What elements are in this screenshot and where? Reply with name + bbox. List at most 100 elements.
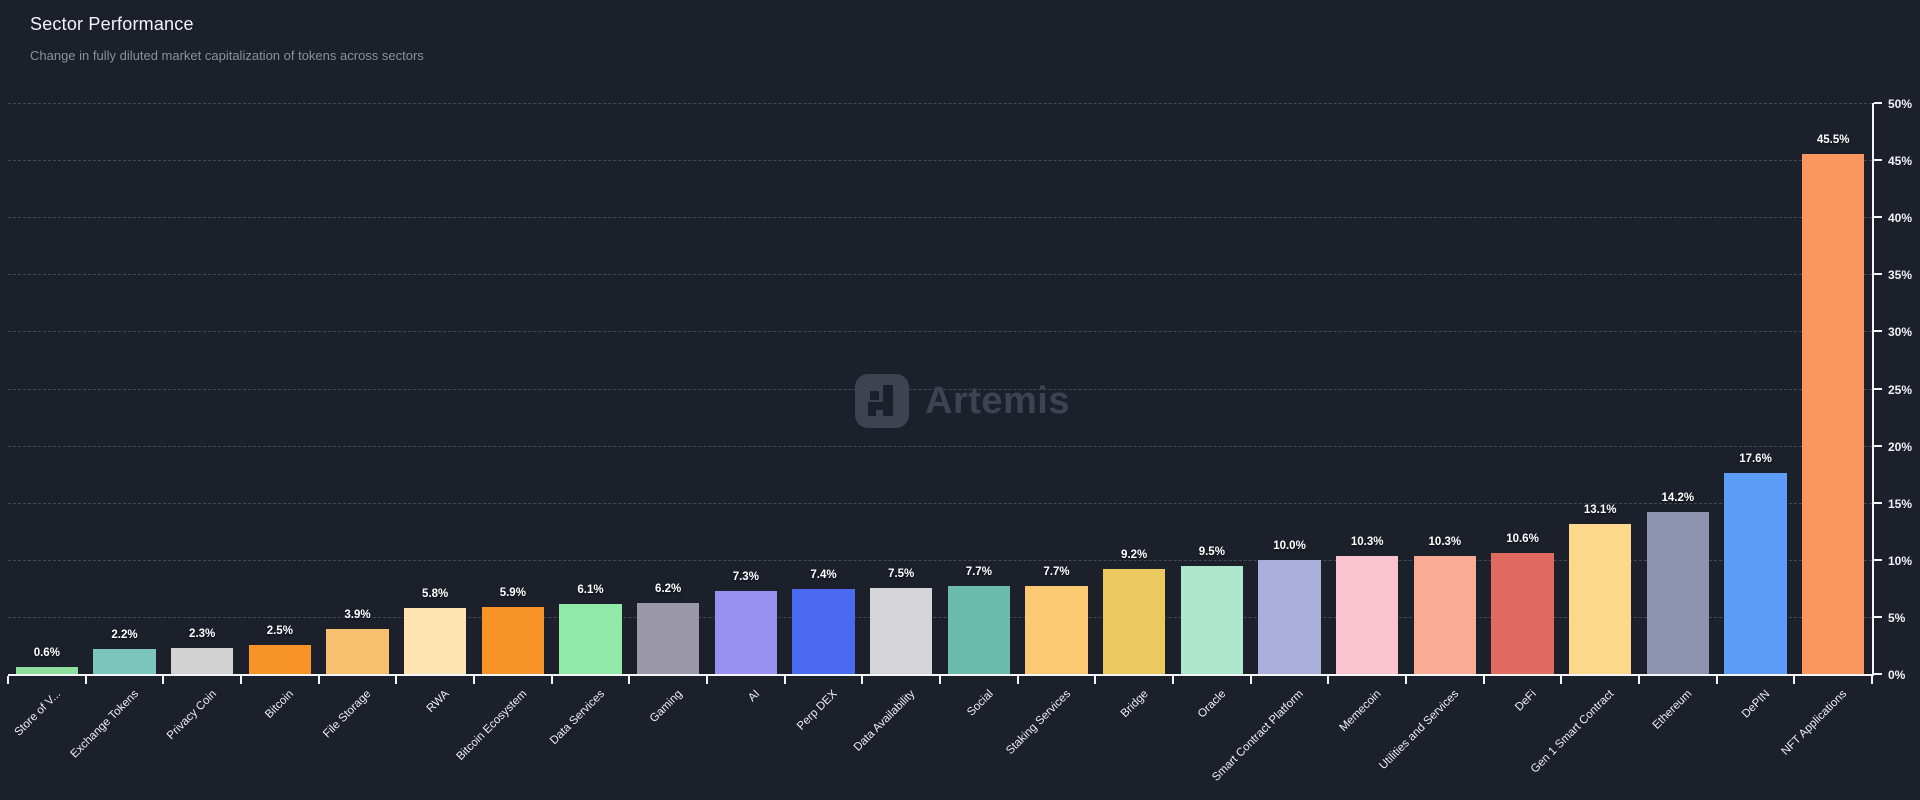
bar-value-label: 14.2% (1661, 491, 1695, 504)
y-axis-label: 50% (1888, 97, 1913, 111)
x-axis-tick (395, 676, 398, 684)
bar-store-of-v-[interactable] (15, 667, 78, 674)
x-axis-label: Gen 1 Smart Contract (1529, 688, 1617, 776)
x-axis-label: Bridge (1118, 688, 1151, 720)
bar-perp-dex[interactable] (792, 589, 855, 674)
bar-file-storage[interactable] (326, 629, 389, 674)
page-subtitle: Change in fully diluted market capitaliz… (30, 48, 424, 63)
x-axis-tick (162, 676, 165, 684)
artemis-watermark: Artemis (855, 374, 1070, 428)
bar-privacy-coin[interactable] (171, 647, 234, 674)
gridline-25 (8, 388, 1872, 390)
x-axis-label: DePIN (1739, 688, 1772, 721)
x-axis-label: Gaming (647, 688, 685, 725)
bar-rwa[interactable] (404, 607, 467, 674)
bar-ethereum[interactable] (1646, 511, 1709, 674)
x-axis-tick (240, 676, 242, 684)
x-axis-tick (1172, 676, 1174, 684)
bar-exchange-tokens[interactable] (93, 648, 156, 674)
x-axis-label: Oracle (1195, 688, 1229, 721)
x-axis-tick (1094, 676, 1097, 684)
x-axis-tick (1793, 676, 1796, 684)
gridline-5 (8, 616, 1872, 618)
x-axis-tick (1560, 676, 1563, 684)
bar-value-label: 10.3% (1350, 536, 1384, 549)
x-axis-label: Store of V... (12, 688, 64, 739)
x-axis-tick (7, 676, 9, 684)
bar-value-label: 10.6% (1506, 532, 1539, 545)
y-axis-tick (1874, 387, 1882, 390)
y-axis-tick (1874, 444, 1882, 447)
x-axis-line (8, 674, 1874, 676)
x-axis-label: AI (746, 688, 763, 705)
bar-value-label: 7.7% (1043, 566, 1070, 579)
x-axis-tick (1249, 676, 1252, 684)
gridline-20 (8, 445, 1872, 447)
x-axis-label: Bitcoin (263, 688, 297, 721)
x-axis-tick (1016, 676, 1019, 684)
x-axis-tick (1638, 676, 1640, 684)
y-axis-tick (1874, 216, 1882, 219)
x-axis-tick (783, 676, 786, 684)
y-axis-label: 20% (1888, 439, 1913, 454)
bar-memecoin[interactable] (1336, 556, 1399, 674)
y-axis-tick (1874, 159, 1882, 162)
bar-staking-services[interactable] (1025, 586, 1088, 674)
bar-value-label: 10.3% (1428, 536, 1462, 549)
x-axis-label: Perp DEX (795, 688, 840, 733)
bar-value-label: 7.7% (965, 566, 992, 579)
x-axis-tick (317, 676, 320, 684)
bar-gen-1-smart-contract[interactable] (1569, 524, 1632, 674)
bar-nft-applications[interactable] (1802, 154, 1865, 674)
bar-utilities-and-services[interactable] (1413, 556, 1476, 674)
bar-smart-contract-platform[interactable] (1258, 559, 1321, 674)
bar-social[interactable] (947, 586, 1010, 674)
x-axis-tick (1871, 676, 1873, 684)
gridline-15 (8, 502, 1872, 504)
bar-bridge[interactable] (1103, 568, 1166, 674)
gridline-35 (8, 274, 1872, 276)
y-axis-tick (1874, 273, 1882, 276)
bar-value-label: 6.2% (655, 583, 682, 596)
bar-value-label: 9.5% (1198, 545, 1225, 558)
bar-value-label: 13.1% (1583, 504, 1617, 517)
y-axis-label: 45% (1888, 154, 1913, 169)
bar-oracle[interactable] (1180, 565, 1243, 674)
bar-value-label: 5.9% (499, 586, 526, 599)
x-axis-tick (706, 676, 708, 684)
bar-value-label: 2.5% (266, 625, 293, 638)
x-axis-label: NFT Applications (1779, 688, 1850, 758)
bar-data-services[interactable] (559, 604, 622, 674)
y-axis-tick (1874, 615, 1882, 618)
x-axis-tick (1715, 676, 1718, 684)
gridline-50 (8, 103, 1872, 104)
bar-gaming[interactable] (637, 603, 700, 674)
x-axis-tick (939, 676, 941, 684)
bar-depin[interactable] (1724, 473, 1787, 674)
bar-bitcoin-ecosystem[interactable] (481, 606, 544, 674)
bar-data-availability[interactable] (870, 588, 933, 674)
x-axis-label: Data Services (547, 688, 607, 748)
x-axis-label: Utilities and Services (1377, 688, 1462, 772)
bar-bitcoin[interactable] (248, 645, 311, 674)
x-axis-label: Smart Contract Platform (1210, 688, 1306, 784)
bar-value-label: 45.5% (1816, 134, 1850, 147)
bar-value-label: 9.2% (1121, 548, 1148, 561)
x-axis-label: Data Availability (851, 688, 918, 754)
bar-value-label: 3.9% (344, 609, 371, 622)
bar-ai[interactable] (714, 590, 777, 674)
artemis-logo-icon (855, 374, 909, 428)
y-axis-tick (1874, 330, 1882, 333)
y-axis-label: 15% (1888, 496, 1913, 511)
y-axis-label: 0% (1888, 668, 1906, 682)
artemis-watermark-label: Artemis (925, 379, 1070, 422)
y-axis-tick (1874, 673, 1882, 675)
x-axis-label: File Storage (321, 688, 374, 741)
bar-value-label: 6.1% (577, 584, 604, 597)
x-axis-label: Social (964, 688, 996, 719)
bar-defi[interactable] (1491, 552, 1554, 674)
bar-value-label: 0.6% (33, 647, 60, 660)
x-axis-label: Ethereum (1650, 688, 1695, 732)
bar-value-label: 7.4% (810, 569, 837, 582)
